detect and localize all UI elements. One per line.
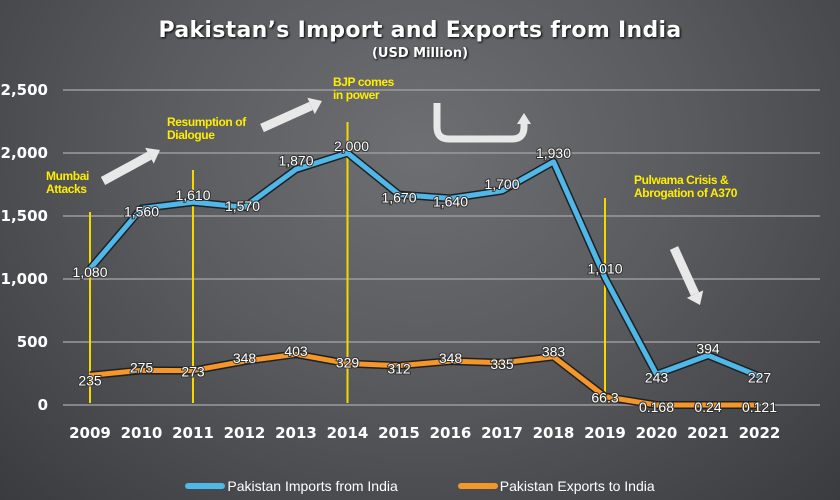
y-tick-label: 500 (17, 333, 48, 351)
chart-subtitle: (USD Million) (371, 46, 469, 61)
exports-data-label: 348 (233, 350, 257, 366)
imports-data-label: 1,870 (278, 152, 313, 168)
x-tick-label: 2019 (584, 424, 626, 442)
legend: Pakistan Imports from India Pakistan Exp… (0, 478, 840, 494)
imports-data-label: 1,560 (124, 203, 159, 219)
x-tick-label: 2020 (636, 424, 678, 442)
x-tick-label: 2015 (378, 424, 420, 442)
imports-data-label: 1,930 (536, 145, 571, 161)
x-tick-label: 2016 (430, 424, 472, 442)
x-tick-label: 2014 (327, 424, 369, 442)
y-tick-label: 2,500 (1, 81, 48, 99)
exports-line (89, 351, 760, 408)
imports-swatch (185, 483, 226, 489)
x-tick-label: 2011 (172, 424, 214, 442)
x-tick-label: 2009 (69, 424, 111, 442)
imports-data-label: 243 (645, 369, 669, 385)
imports-data-label: 1,010 (587, 261, 622, 277)
exports-data-label: 275 (130, 359, 154, 375)
x-tick-label: 2010 (121, 424, 163, 442)
imports-data-label: 1,080 (72, 264, 107, 280)
exports-data-label: 329 (336, 355, 360, 371)
exports-data-label: 348 (439, 350, 463, 366)
event-annotation: Abrogation of A370 (634, 186, 738, 200)
y-tick-label: 1,000 (1, 270, 48, 288)
event-annotation: BJP comes (333, 75, 395, 89)
x-tick-label: 2012 (224, 424, 266, 442)
event-annotation: Pulwama Crisis & (634, 173, 729, 187)
legend-item-imports: Pakistan Imports from India (185, 478, 398, 494)
imports-data-label: 1,700 (484, 176, 519, 192)
exports-data-label: 66.3 (591, 390, 618, 406)
chart-title: Pakistan’s Import and Exports from India (158, 18, 682, 43)
exports-data-label: 235 (78, 372, 102, 388)
x-tick-label: 2018 (533, 424, 575, 442)
imports-data-label: 394 (696, 340, 720, 356)
event-annotation: Attacks (46, 182, 87, 196)
u-turn-arrow-icon (433, 103, 531, 143)
y-tick-label: 2,000 (1, 144, 48, 162)
up-right-arrow-icon (260, 97, 322, 133)
x-tick-label: 2013 (275, 424, 317, 442)
exports-data-label: 312 (387, 361, 411, 377)
event-annotation: Mumbai (46, 169, 89, 183)
x-tick-label: 2017 (481, 424, 523, 442)
imports-data-label: 1,670 (381, 190, 416, 206)
up-right-arrow-icon (100, 147, 160, 185)
imports-data-label: 2,000 (334, 138, 369, 154)
legend-item-exports: Pakistan Exports to India (457, 478, 655, 494)
imports-data-label: 1,640 (433, 193, 468, 209)
y-tick-label: 1,500 (1, 207, 48, 225)
exports-data-label: 273 (181, 364, 205, 380)
legend-label-imports: Pakistan Imports from India (227, 478, 398, 494)
x-tick-label: 2022 (739, 424, 781, 442)
imports-data-label: 1,570 (225, 198, 260, 214)
exports-data-label: 0.121 (742, 399, 777, 415)
imports-line (88, 150, 761, 379)
event-annotation: Resumption of (167, 115, 247, 129)
y-tick-label: 0 (38, 396, 48, 414)
legend-label-exports: Pakistan Exports to India (499, 478, 655, 494)
down-right-arrow-icon (669, 246, 704, 305)
event-annotation: Dialogue (167, 128, 215, 142)
exports-data-label: 0.168 (639, 399, 674, 415)
exports-data-label: 403 (284, 343, 308, 359)
imports-data-label: 1,610 (175, 187, 210, 203)
exports-data-label: 383 (542, 344, 566, 360)
x-tick-label: 2021 (687, 424, 729, 442)
exports-data-label: 0.24 (694, 399, 721, 415)
exports-swatch (457, 483, 498, 489)
event-annotation: in power (333, 88, 380, 102)
exports-data-label: 335 (490, 356, 514, 372)
imports-data-label: 227 (748, 369, 772, 385)
